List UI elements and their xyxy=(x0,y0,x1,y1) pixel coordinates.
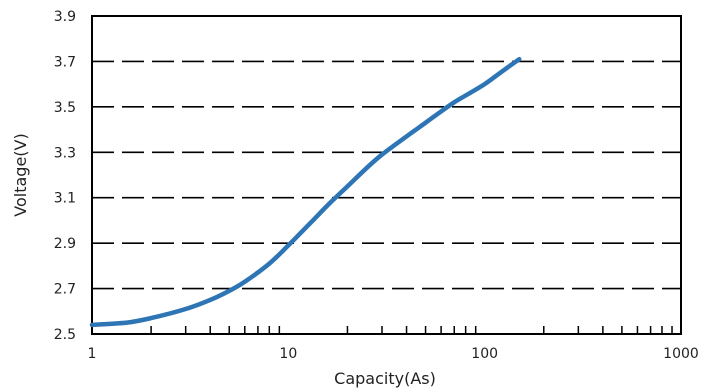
y-tick-label: 3.9 xyxy=(54,9,76,25)
x-axis-label: Capacity(As) xyxy=(334,369,436,388)
y-tick-label: 2.9 xyxy=(54,236,76,252)
y-tick-label: 3.3 xyxy=(54,145,76,161)
grid-lines xyxy=(92,60,681,290)
y-tick-label: 3.7 xyxy=(54,54,76,70)
x-tick-label: 1000 xyxy=(663,346,699,362)
y-axis-label: Voltage(V) xyxy=(11,133,30,216)
plot-frame xyxy=(91,15,682,335)
x-tick-label: 1 xyxy=(88,346,97,362)
y-tick-label: 3.5 xyxy=(54,100,76,116)
y-tick-labels: 2.5 2.7 2.9 3.1 3.3 3.5 3.7 3.9 xyxy=(54,9,76,343)
x-tick-label: 100 xyxy=(471,346,498,362)
x-tick-labels: 1 10 100 1000 xyxy=(88,346,699,362)
series-layer xyxy=(89,56,522,328)
y-tick-label: 2.7 xyxy=(54,282,76,298)
x-tick-label: 10 xyxy=(279,346,297,362)
x-minor-ticks xyxy=(150,326,673,334)
y-tick-label: 3.1 xyxy=(54,191,76,207)
series-line xyxy=(89,56,522,328)
y-tick-label: 2.5 xyxy=(54,327,76,343)
